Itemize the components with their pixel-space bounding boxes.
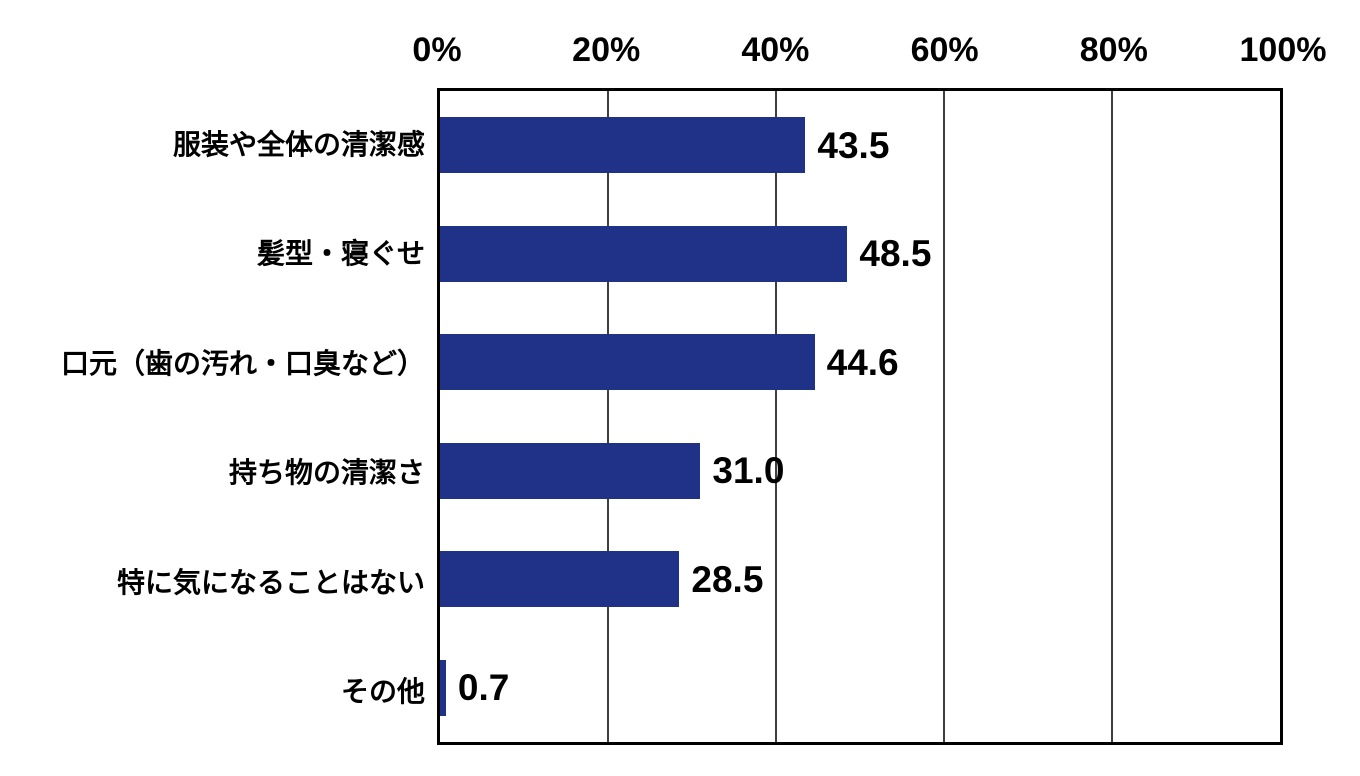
grid-layer <box>440 91 1280 742</box>
x-axis-tick: 80% <box>1079 31 1148 69</box>
bar-row: 43.5 <box>440 91 1280 200</box>
category-label: 特に気になることはない <box>116 566 425 598</box>
bar <box>440 551 680 608</box>
category-label: 髪型・寝ぐせ <box>256 238 425 270</box>
gridline <box>943 91 945 742</box>
value-label: 48.5 <box>859 233 932 275</box>
category-label: 持ち物の清潔さ <box>228 457 425 489</box>
category-label: 服装や全体の清潔感 <box>172 128 425 160</box>
value-label: 43.5 <box>817 124 890 166</box>
x-axis-tick: 20% <box>572 31 641 69</box>
bar <box>440 334 815 391</box>
bar-row: 48.5 <box>440 200 1280 309</box>
x-axis-tick: 60% <box>910 31 979 69</box>
x-axis: 0% 20% 40% 60% 80% 100% <box>412 14 1326 70</box>
x-axis-tick: 0% <box>412 31 462 69</box>
category-label: 口元（歯の汚れ・口臭など） <box>60 347 425 379</box>
category-labels: 服装や全体の清潔感髪型・寝ぐせ口元（歯の汚れ・口臭など） 持ち物の清潔さ特に気にな… <box>0 88 437 745</box>
x-axis-tick: 40% <box>741 31 810 69</box>
value-label: 28.5 <box>691 558 764 600</box>
value-label: 0.7 <box>457 667 510 709</box>
bar-row: 0.7 <box>440 634 1280 743</box>
bar <box>440 117 806 174</box>
bar-row: 28.5 <box>440 525 1280 634</box>
gridline <box>607 91 609 742</box>
gridline <box>1111 91 1113 742</box>
bar <box>440 225 848 282</box>
x-axis-tick: 100% <box>1239 31 1327 69</box>
bar <box>440 442 701 499</box>
plot-area: 43.5 48.5 44.6 31.0 28.5 0.7 <box>437 88 1283 745</box>
bar <box>440 659 446 716</box>
category-label: その他 <box>340 676 425 708</box>
gridline <box>775 91 777 742</box>
value-label: 44.6 <box>826 341 899 383</box>
value-label: 31.0 <box>712 450 785 492</box>
bar-row: 31.0 <box>440 417 1280 526</box>
bar-row: 44.6 <box>440 308 1280 417</box>
bars-layer: 43.5 48.5 44.6 31.0 28.5 0.7 <box>440 91 1280 742</box>
